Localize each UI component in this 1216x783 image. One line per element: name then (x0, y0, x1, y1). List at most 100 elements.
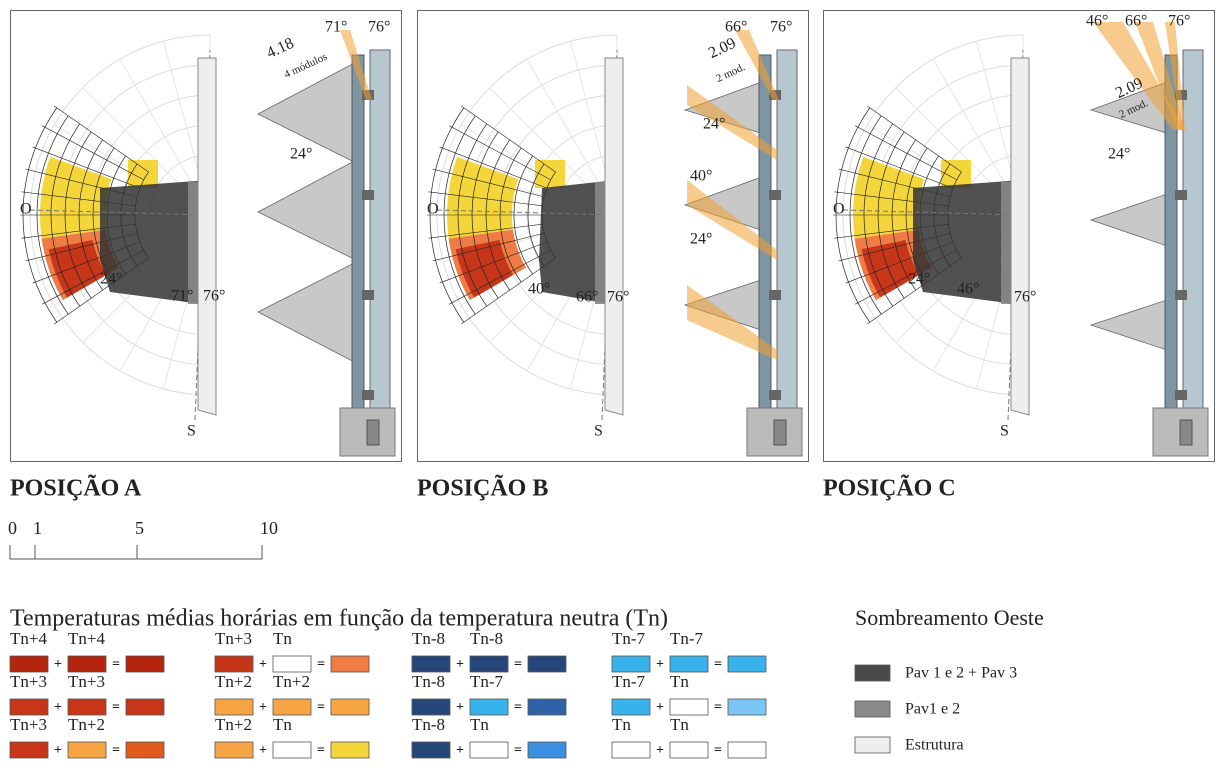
legend-operator: + (656, 700, 664, 715)
legend-swatch (670, 656, 708, 672)
angle-label: 76° (1168, 13, 1190, 30)
legend-operator: + (456, 657, 464, 672)
legend-operator: + (259, 743, 267, 758)
angle-label: 76° (1014, 289, 1036, 306)
legend-swatch (126, 656, 164, 672)
angle-label: 24° (690, 231, 712, 248)
legend-swatch (215, 699, 253, 715)
facade-panel (777, 50, 797, 410)
legend-label: Tn-8 (470, 629, 503, 648)
shading-swatch (855, 701, 890, 717)
panel-title: POSIÇÃO A (10, 476, 142, 502)
panel: 66°76°2.092 mod.24°40°24°40°66°76°OS (418, 11, 809, 462)
angle-label: O (427, 201, 439, 218)
panel: 46°66°76°2.092 mod.24°24°46°76°OS (824, 11, 1215, 462)
legend-swatch (126, 742, 164, 758)
angle-label: 40° (528, 281, 550, 298)
legend-operator: + (656, 657, 664, 672)
legend-operator: = (514, 743, 522, 758)
legend-operator: + (456, 700, 464, 715)
structure-plate (198, 58, 216, 415)
legend-label: Tn-7 (470, 672, 504, 691)
angle-label: 66° (725, 19, 747, 36)
legend-swatch (612, 656, 650, 672)
legend-swatch (68, 656, 106, 672)
scale-label: 10 (260, 518, 278, 538)
facade-joint (1175, 290, 1187, 300)
scale-label: 0 (8, 518, 17, 538)
legend-operator: = (317, 657, 325, 672)
base-block (367, 420, 379, 445)
shading-swatch (855, 665, 890, 681)
legend-label: Tn-8 (412, 715, 445, 734)
scale-label: 5 (135, 518, 144, 538)
facade-joint (362, 390, 374, 400)
facade-joint (769, 390, 781, 400)
legend-title: Temperaturas médias horárias em função d… (10, 606, 668, 632)
angle-label: 24° (703, 116, 725, 133)
legend-label: Tn+2 (215, 715, 252, 734)
legend-swatch (68, 742, 106, 758)
legend-operator: = (714, 700, 722, 715)
legend-operator: = (714, 657, 722, 672)
legend-swatch (68, 699, 106, 715)
angle-label: 24° (290, 146, 312, 163)
legend-label: Tn (670, 672, 689, 691)
legend-label: Tn-8 (412, 629, 445, 648)
facade-column (352, 55, 364, 410)
angle-label: S (1000, 423, 1009, 440)
legend-operator: + (54, 657, 62, 672)
legend-label: Tn+2 (68, 715, 105, 734)
angle-label: 66° (1125, 13, 1147, 30)
legend-operator: = (112, 657, 120, 672)
angle-label: 71° (325, 19, 347, 36)
angle-label: O (833, 201, 845, 218)
legend-swatch (10, 742, 48, 758)
legend-label: Tn (470, 715, 489, 734)
facade-column (759, 55, 771, 410)
legend-operator: + (259, 657, 267, 672)
legend-label: Tn-7 (612, 629, 646, 648)
shading-title: Sombreamento Oeste (855, 605, 1044, 630)
legend-label: Tn (273, 715, 292, 734)
shading-label: Estrutura (905, 737, 964, 754)
legend-label: Tn-7 (670, 629, 704, 648)
legend-swatch (528, 699, 566, 715)
legend-swatch (10, 656, 48, 672)
angle-label: 24° (1108, 146, 1130, 163)
angle-label: S (594, 423, 603, 440)
legend-swatch (10, 699, 48, 715)
base-block (774, 420, 786, 445)
angle-label: 66° (576, 289, 598, 306)
base-block (1180, 420, 1192, 445)
shading-label: Pav 1 e 2 + Pav 3 (905, 665, 1017, 682)
angle-label: 46° (957, 281, 979, 298)
legend-swatch (273, 656, 311, 672)
angle-label: S (187, 423, 196, 440)
legend-operator: = (112, 700, 120, 715)
legend-label: Tn+2 (273, 672, 310, 691)
legend-operator: + (656, 743, 664, 758)
angle-label: 76° (203, 288, 225, 305)
legend-swatch (670, 742, 708, 758)
legend-label: Tn+2 (215, 672, 252, 691)
legend-label: Tn+4 (68, 629, 105, 648)
angle-label: O (20, 201, 32, 218)
legend-label: Tn+3 (68, 672, 105, 691)
structure-plate (605, 58, 623, 415)
angle-label: 24° (100, 271, 122, 288)
angle-label: 24° (908, 271, 930, 288)
legend-swatch (528, 742, 566, 758)
legend-operator: = (112, 743, 120, 758)
angle-label: 71° (171, 288, 193, 305)
facade-joint (1175, 390, 1187, 400)
legend-operator: = (317, 743, 325, 758)
legend-operator: + (54, 700, 62, 715)
structure-plate (1011, 58, 1029, 415)
legend-label: Tn-7 (612, 672, 646, 691)
legend-operator: = (514, 700, 522, 715)
facade-joint (1175, 190, 1187, 200)
facade-joint (769, 190, 781, 200)
legend-operator: = (714, 743, 722, 758)
